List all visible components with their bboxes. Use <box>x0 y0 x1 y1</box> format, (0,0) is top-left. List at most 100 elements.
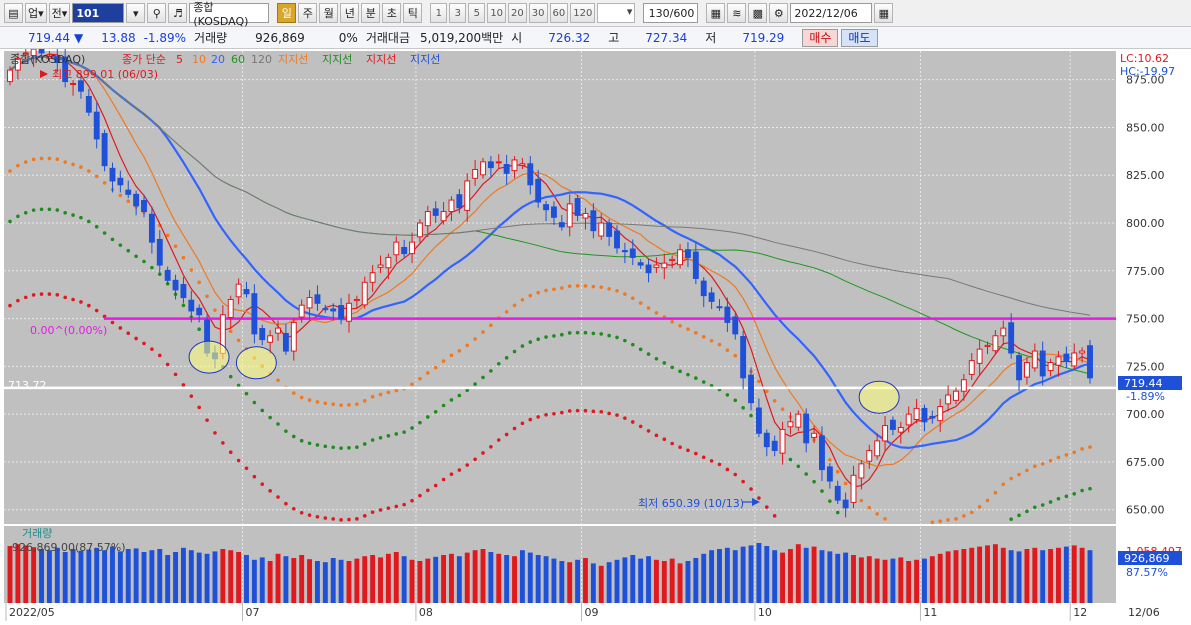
interval-120[interactable]: 120 <box>570 3 596 23</box>
period-year-tab[interactable]: 년 <box>340 3 360 23</box>
volume-bar <box>827 551 833 603</box>
period-second-tab[interactable]: 초 <box>382 3 402 23</box>
toolset-icon[interactable]: ▦ <box>706 3 726 23</box>
interval-3[interactable]: 3 <box>449 3 467 23</box>
envelope-dot <box>772 399 777 403</box>
interval-20[interactable]: 20 <box>508 3 527 23</box>
envelope-dot <box>323 401 328 406</box>
envelope-dot <box>828 458 832 462</box>
candle-down <box>62 56 69 83</box>
candle-down <box>85 95 92 113</box>
volume-bar <box>480 549 486 603</box>
volume-bar <box>149 550 155 603</box>
indicator-icon[interactable]: ≋ <box>727 3 747 23</box>
speaker-icon[interactable]: ♬ <box>168 3 188 23</box>
change-value: 13.88 <box>101 30 136 45</box>
sell-button[interactable]: 매도 <box>841 28 878 47</box>
volume-bar <box>196 552 202 603</box>
interval-10[interactable]: 10 <box>487 3 507 23</box>
period-tick-tab[interactable]: 틱 <box>403 3 423 23</box>
period-month-tab[interactable]: 월 <box>319 3 339 23</box>
envelope-dot <box>426 415 430 419</box>
envelope-dot <box>662 361 667 365</box>
envelope-dot <box>236 383 241 388</box>
up-selector[interactable]: 업 ▾ <box>25 3 47 23</box>
candle-up <box>235 283 242 298</box>
price-chart[interactable]: 875.00 850.00 825.00 800.00 775.00 750.00 725.… <box>0 49 1191 625</box>
envelope-dot <box>94 308 99 313</box>
period-minute-tab[interactable]: 분 <box>361 3 381 23</box>
envelope-dot <box>528 417 533 422</box>
envelope-dot <box>1064 494 1069 499</box>
envelope-dot <box>1017 513 1021 518</box>
legend-env-3: 지지선 <box>366 53 396 66</box>
interval-30[interactable]: 30 <box>528 3 548 23</box>
volume-bar <box>898 557 904 603</box>
volume-bar <box>882 559 888 603</box>
buy-button[interactable]: 매수 <box>802 28 839 47</box>
envelope-dot <box>512 426 517 431</box>
candle-down <box>629 248 636 258</box>
envelope-dot <box>39 207 44 212</box>
candle-down <box>700 280 707 297</box>
envelope-dot <box>268 489 272 493</box>
interval-5[interactable]: 5 <box>468 3 486 23</box>
envelope-dot <box>370 510 375 514</box>
code-input[interactable]: 101 <box>72 3 125 23</box>
jeon-selector[interactable]: 전 ▾ <box>48 3 71 23</box>
volume-bar <box>409 559 415 603</box>
period-week-tab[interactable]: 주 <box>298 3 318 23</box>
save-icon[interactable]: ▩ <box>748 3 768 23</box>
code-dropdown-icon[interactable]: ▾ <box>126 3 146 23</box>
envelope-dot <box>583 284 588 288</box>
volume-bar <box>701 553 707 603</box>
open-value: 726.32 <box>548 30 591 45</box>
envelope-dot <box>157 272 162 276</box>
interval-60[interactable]: 60 <box>549 3 569 23</box>
volume-bar <box>977 546 983 603</box>
count-field[interactable]: 130/600 <box>643 3 699 23</box>
envelope-dot <box>701 335 706 339</box>
candle-up <box>409 241 415 255</box>
volume-bar <box>756 543 762 603</box>
envelope-dot <box>276 378 280 383</box>
volume-bar <box>992 544 998 603</box>
market-name-field[interactable]: 종합(KOSDAQ) <box>189 1 270 28</box>
envelope-dot <box>441 477 446 482</box>
gear-icon[interactable]: ⚙ <box>769 3 789 23</box>
quote-bar: 719.44 ▼ 13.88 -1.89% 거래량 926,869 0% 거래대… <box>0 27 1191 49</box>
y-tick-label: 850.00 <box>1126 121 1165 134</box>
candle-up <box>945 394 952 405</box>
interval-combo[interactable] <box>597 3 636 23</box>
candle-down <box>1063 353 1070 362</box>
volume-bar <box>94 547 100 603</box>
candle-down <box>196 307 203 316</box>
envelope-dot <box>252 474 257 479</box>
volume-bar <box>23 545 29 603</box>
volume-bar <box>46 550 52 603</box>
period-day-tab[interactable]: 일 <box>277 3 297 23</box>
envelope-dot <box>567 409 572 413</box>
envelope-dot <box>812 479 816 484</box>
chart-type-icon[interactable]: ▤ <box>4 3 23 23</box>
envelope-dot <box>197 405 201 410</box>
interval-1[interactable]: 1 <box>430 3 448 23</box>
envelope-dot <box>993 490 998 495</box>
envelope-dot <box>323 444 328 449</box>
candle-down <box>109 167 116 182</box>
envelope-dot <box>402 430 406 434</box>
envelope-dot <box>110 237 115 242</box>
envelope-dot <box>339 446 343 451</box>
envelope-dot <box>433 483 438 488</box>
search-icon[interactable]: ⚲ <box>147 3 167 23</box>
calendar-icon[interactable]: ▦ <box>874 3 894 23</box>
legend-ma-label: 종가 단순 <box>122 53 166 66</box>
envelope-dot <box>8 303 12 308</box>
volume-bar <box>551 558 557 603</box>
envelope-dot <box>94 224 99 229</box>
date-field[interactable]: 2022/12/06 <box>790 3 873 23</box>
volume-bar <box>890 558 896 603</box>
envelope-dot <box>386 434 391 438</box>
envelope-dot <box>1072 450 1077 455</box>
volume-bar <box>417 561 423 603</box>
